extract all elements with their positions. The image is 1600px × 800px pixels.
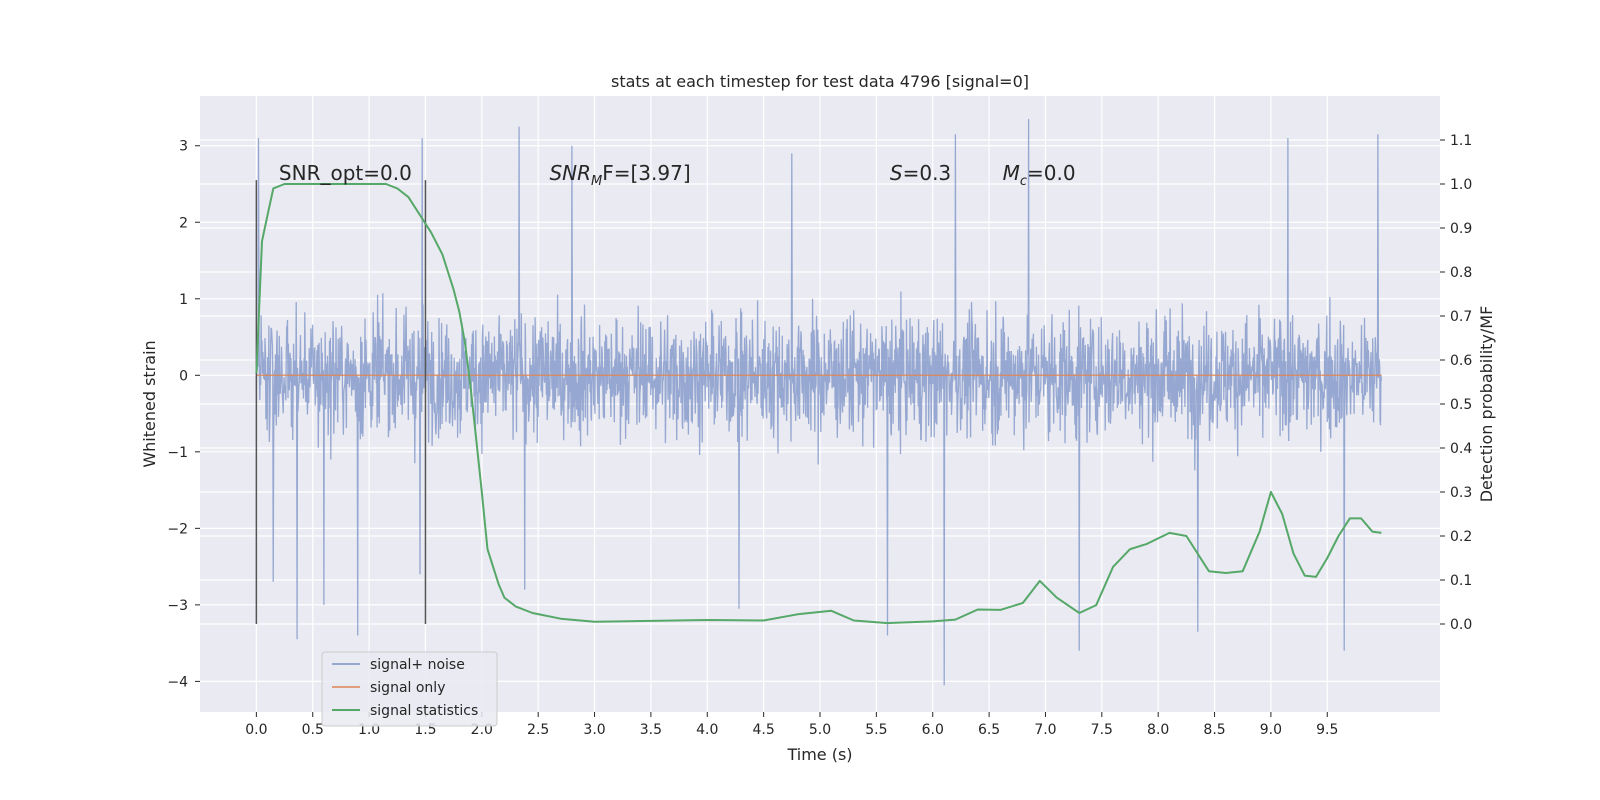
x-tick-label: 9.5 [1316, 722, 1338, 738]
chart-title: stats at each timestep for test data 479… [611, 72, 1029, 91]
x-tick-label: 6.0 [922, 722, 944, 738]
left-y-axis-ticks: −4 −3 −2 −1 0 1 2 3 [167, 139, 200, 690]
annotation-mc-sub: c [1020, 174, 1027, 189]
annotation-mc-value: =0.0 [1027, 161, 1076, 185]
x-tick-label: 4.0 [696, 722, 718, 738]
right-y-axis-label: Detection probability/MF [1477, 306, 1496, 503]
y-tick-label: −2 [167, 521, 188, 537]
y-tick-label: 0 [179, 368, 188, 384]
x-tick-label: 2.5 [527, 722, 549, 738]
x-tick-label: 0.0 [245, 722, 267, 738]
legend-box [321, 651, 498, 727]
x-tick-label: 5.0 [809, 722, 831, 738]
y-tick-label: 2 [179, 215, 188, 231]
signal-statistics-line [255, 183, 1382, 625]
annotation-snr-mf-sub: M [591, 174, 602, 189]
signal-statistics-series [255, 183, 1382, 625]
x-tick-label: 6.5 [978, 722, 1000, 738]
annotation-mc: Mc=0.0 [1003, 161, 1076, 189]
right-y-tick-label: 1.0 [1450, 177, 1472, 193]
right-y-axis-ticks: 0.0 0.1 0.2 0.3 0.4 0.5 0.6 0.7 0.8 0.9 1.0 1.1 [1440, 133, 1472, 633]
annotations: SNR_opt=0.0 SNRMF=[3.97] S=0.3 Mc=0.0 [279, 161, 1076, 189]
x-tick-label: 3.5 [640, 722, 662, 738]
x-tick-label: 3.0 [583, 722, 605, 738]
legend-label-signal: signal only [370, 680, 445, 696]
right-y-tick-label: 1.1 [1450, 133, 1472, 149]
right-y-tick-label: 0.3 [1450, 485, 1472, 501]
y-tick-label: 3 [179, 139, 188, 155]
right-y-tick-label: 0.4 [1450, 441, 1472, 457]
noise-series [255, 118, 1383, 686]
annotation-snr-mf-tail: F=[3.97] [602, 161, 690, 185]
y-tick-label: 1 [179, 292, 188, 308]
right-y-tick-label: 0.2 [1450, 529, 1472, 545]
x-tick-label: 9.0 [1260, 722, 1282, 738]
right-y-tick-label: 0.9 [1450, 221, 1472, 237]
x-axis-ticks: 0.0 0.5 1.0 1.5 2.0 2.5 3.0 3.5 4.0 4.5 5.0 5.5 6.0 6… [245, 712, 1338, 738]
legend-label-noise: signal+ noise [370, 657, 465, 673]
annotation-snr-mf-base: SNR [549, 161, 591, 185]
right-y-tick-label: 0.5 [1450, 397, 1472, 413]
annotation-s-value: =0.3 [903, 161, 952, 185]
x-tick-label: 4.5 [753, 722, 775, 738]
annotation-s: S=0.3 [890, 161, 951, 185]
y-tick-label: −3 [167, 598, 188, 614]
right-y-tick-label: 0.6 [1450, 353, 1472, 369]
noise-trace [255, 118, 1383, 686]
x-tick-label: 8.5 [1203, 722, 1225, 738]
annotation-snr-opt: SNR_opt=0.0 [279, 161, 412, 185]
annotation-snr-mf: SNRMF=[3.97] [549, 161, 690, 189]
y-tick-label: −1 [167, 445, 188, 461]
right-y-tick-label: 0.0 [1450, 617, 1472, 633]
x-tick-label: 8.0 [1147, 722, 1169, 738]
x-tick-label: 7.0 [1034, 722, 1056, 738]
annotation-s-symbol: S [890, 161, 903, 185]
x-axis-label: Time (s) [786, 745, 852, 764]
vertical-markers [255, 180, 427, 624]
x-tick-label: 7.5 [1091, 722, 1113, 738]
annotation-mc-symbol: M [1003, 161, 1020, 185]
x-tick-label: 5.5 [865, 722, 887, 738]
left-y-axis-label: Whitened strain [140, 340, 159, 467]
legend: signal+ noise signal only signal statist… [321, 651, 498, 727]
legend-label-stats: signal statistics [370, 703, 478, 719]
x-tick-label: 0.5 [302, 722, 324, 738]
right-y-tick-label: 0.7 [1450, 309, 1472, 325]
y-tick-label: −4 [167, 674, 188, 690]
right-y-tick-label: 0.1 [1450, 573, 1472, 589]
right-y-tick-label: 0.8 [1450, 265, 1472, 281]
